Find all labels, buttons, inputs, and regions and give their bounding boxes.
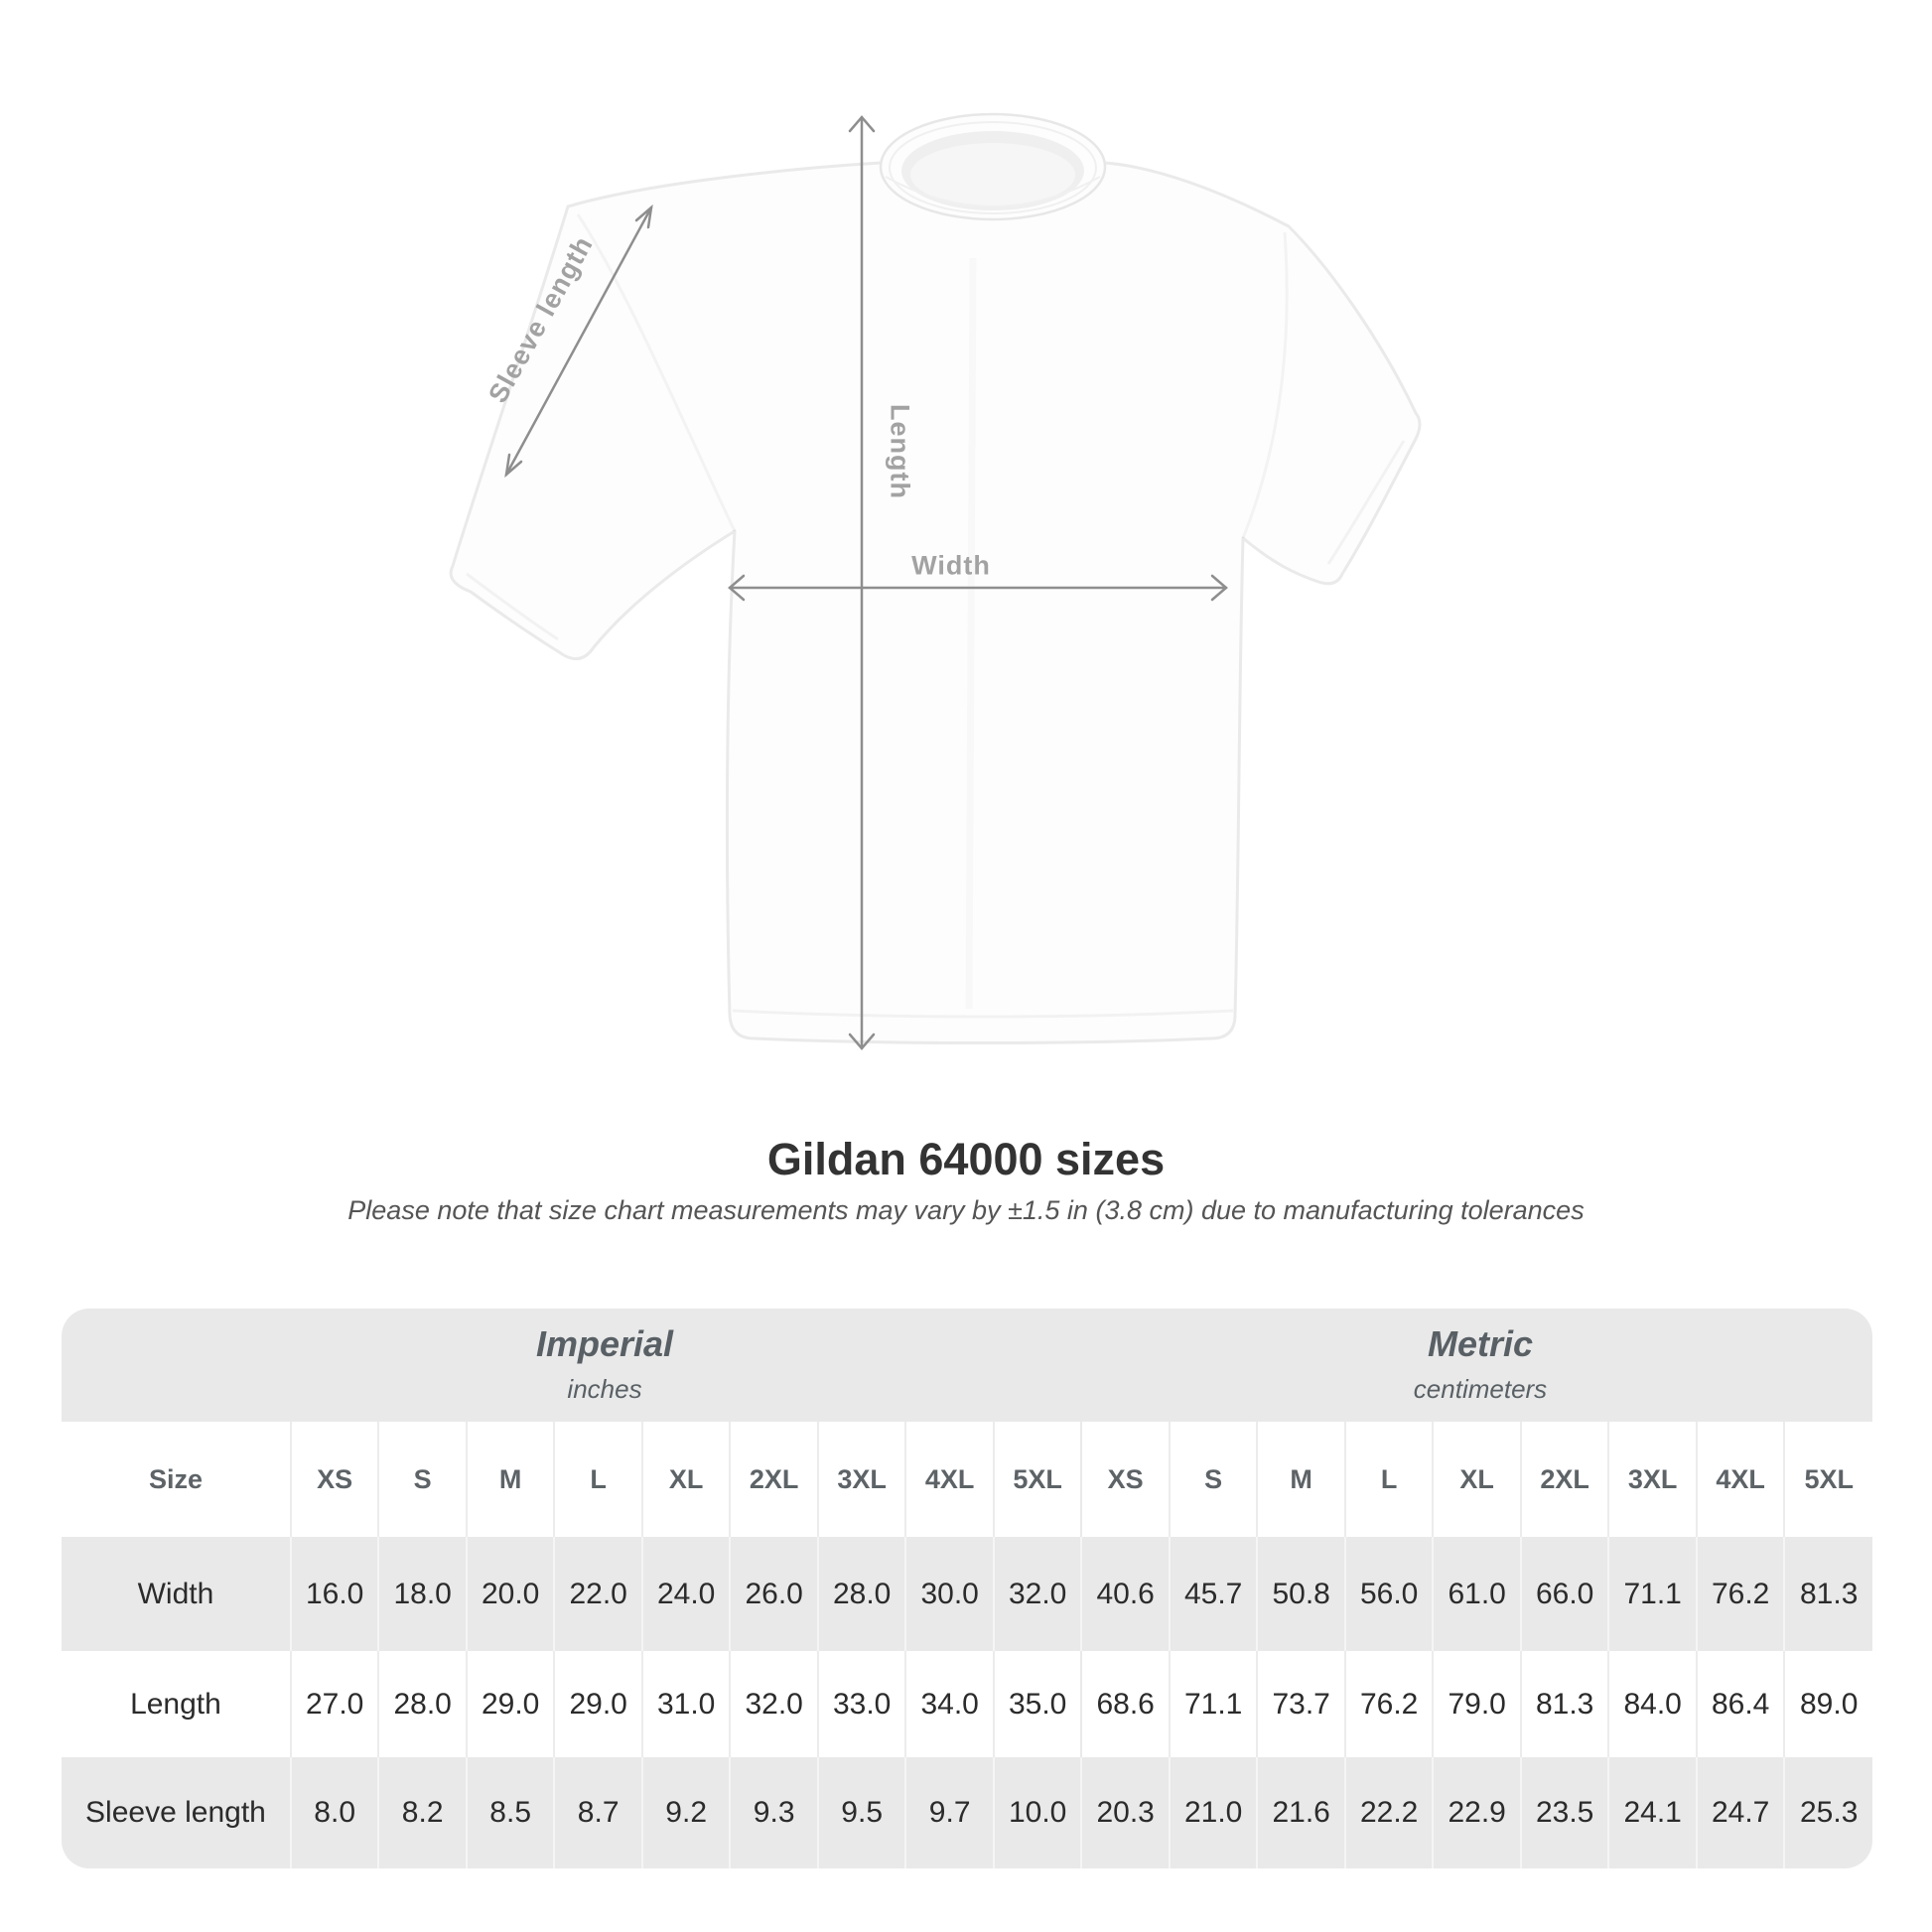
- cell-length-metric-3xl: 84.0: [1608, 1651, 1698, 1757]
- cell-sleeve-length-imperial-xl: 9.2: [641, 1757, 732, 1868]
- metric-section-title: Metric: [1427, 1323, 1534, 1364]
- tshirt-diagram: [449, 112, 1422, 1050]
- sleeve-length-row: Sleeve length 8.0 8.2 8.5 8.7 9.2 9.3 9.5 9.7 10.…: [62, 1757, 1872, 1868]
- cell-width-metric-5xl: 81.3: [1800, 1577, 1859, 1610]
- tolerance-note: Please note that size chart measurements…: [347, 1195, 1585, 1225]
- size-col-imperial-s: S: [378, 1422, 468, 1537]
- cell-sleeve-length-metric-xl: 22.9: [1433, 1757, 1522, 1868]
- size-col-imperial-xl: XL: [641, 1422, 732, 1537]
- cell-length-imperial-2xl: 32.0: [730, 1651, 819, 1757]
- cell-width-imperial-s: 18.0: [378, 1537, 468, 1651]
- imperial-section-header: Imperial inches: [536, 1309, 673, 1406]
- cell-width-metric-l: 56.0: [1344, 1537, 1435, 1651]
- size-col-imperial-l: L: [554, 1422, 643, 1537]
- cell-width-imperial-5xl: 32.0: [993, 1537, 1083, 1651]
- size-col-imperial-xs: XS: [290, 1422, 380, 1537]
- imperial-section-unit: inches: [567, 1374, 642, 1404]
- cell-sleeve-length-metric-xs: 20.3: [1081, 1757, 1171, 1868]
- cell-length-metric-m: 73.7: [1257, 1651, 1346, 1757]
- cell-length-metric-s: 71.1: [1169, 1651, 1259, 1757]
- cell-sleeve-length-metric-l: 22.2: [1344, 1757, 1435, 1868]
- metric-section-header: Metric centimeters: [1414, 1309, 1547, 1406]
- cell-sleeve-length-imperial-5xl: 10.0: [993, 1757, 1083, 1868]
- cell-length-imperial-l: 29.0: [554, 1651, 643, 1757]
- size-col-imperial-m: M: [466, 1422, 556, 1537]
- cell-length-imperial-s: 28.0: [378, 1651, 468, 1757]
- size-data-table: Size XS S M L XL 2XL 3XL 4XL 5XL XS S M L XL 2XL 3XL 4XL…: [62, 1422, 1872, 1868]
- cell-width-imperial-xs: 16.0: [290, 1537, 380, 1651]
- cell-length-imperial-xs: 27.0: [290, 1651, 380, 1757]
- cell-length-metric-xl: 79.0: [1433, 1651, 1522, 1757]
- row-label-length: Length: [62, 1651, 292, 1757]
- cell-sleeve-length-metric-s: 21.0: [1169, 1757, 1259, 1868]
- imperial-section-title: Imperial: [535, 1323, 674, 1364]
- cell-sleeve-length-metric-5xl: 25.3: [1800, 1796, 1859, 1829]
- cell-width-metric-xs: 40.6: [1081, 1537, 1171, 1651]
- cell-sleeve-length-imperial-2xl: 9.3: [730, 1757, 819, 1868]
- cell-sleeve-length-metric-2xl: 23.5: [1520, 1757, 1610, 1868]
- column-header-row: Size XS S M L XL 2XL 3XL 4XL 5XL XS S M L XL 2XL 3XL 4XL…: [62, 1422, 1872, 1537]
- cell-length-imperial-m: 29.0: [466, 1651, 556, 1757]
- size-col-metric-m: M: [1257, 1422, 1346, 1537]
- size-header-cell: Size: [62, 1422, 292, 1537]
- size-col-metric-xl: XL: [1433, 1422, 1522, 1537]
- size-col-metric-s: S: [1169, 1422, 1259, 1537]
- measurement-arrows: [504, 115, 1228, 1050]
- cell-length-imperial-3xl: 33.0: [817, 1651, 907, 1757]
- size-col-metric-3xl: 3XL: [1608, 1422, 1698, 1537]
- size-table: Imperial inches Metric centimeters Size …: [62, 1309, 1872, 1868]
- cell-width-metric-2xl: 66.0: [1520, 1537, 1610, 1651]
- metric-section-unit: centimeters: [1413, 1374, 1548, 1404]
- size-col-metric-l: L: [1344, 1422, 1435, 1537]
- cell-width-imperial-2xl: 26.0: [730, 1537, 819, 1651]
- size-col-metric-5xl: 5XL: [1804, 1463, 1854, 1494]
- cell-length-imperial-4xl: 34.0: [905, 1651, 995, 1757]
- cell-length-imperial-5xl: 35.0: [993, 1651, 1083, 1757]
- cell-sleeve-length-imperial-xs: 8.0: [290, 1757, 380, 1868]
- cell-sleeve-length-metric-m: 21.6: [1257, 1757, 1346, 1868]
- cell-length-metric-l: 76.2: [1344, 1651, 1435, 1757]
- row-label-sleeve-length: Sleeve length: [62, 1757, 292, 1868]
- cell-length-metric-4xl: 86.4: [1696, 1651, 1786, 1757]
- cell-width-imperial-3xl: 28.0: [817, 1537, 907, 1651]
- cell-sleeve-length-metric-4xl: 24.7: [1696, 1757, 1786, 1868]
- cell-width-imperial-xl: 24.0: [641, 1537, 732, 1651]
- size-col-imperial-3xl: 3XL: [817, 1422, 907, 1537]
- tshirt-illustration: [449, 112, 1422, 1044]
- cell-width-imperial-m: 20.0: [466, 1537, 556, 1651]
- size-col-metric-2xl: 2XL: [1520, 1422, 1610, 1537]
- size-col-metric-xs: XS: [1081, 1422, 1171, 1537]
- size-col-imperial-4xl: 4XL: [905, 1422, 995, 1537]
- cell-width-metric-3xl: 71.1: [1608, 1537, 1698, 1651]
- length-label: Length: [885, 404, 915, 499]
- cell-length-imperial-xl: 31.0: [641, 1651, 732, 1757]
- cell-sleeve-length-imperial-m: 8.5: [466, 1757, 556, 1868]
- cell-sleeve-length-imperial-l: 8.7: [554, 1757, 643, 1868]
- cell-length-metric-5xl: 89.0: [1800, 1687, 1859, 1721]
- length-row: Length 27.0 28.0 29.0 29.0 31.0 32.0 33.0 34.0 35…: [62, 1651, 1872, 1757]
- cell-width-metric-s: 45.7: [1169, 1537, 1259, 1651]
- cell-width-imperial-l: 22.0: [554, 1537, 643, 1651]
- unit-section-band: Imperial inches Metric centimeters: [62, 1309, 1872, 1422]
- row-label-width: Width: [62, 1537, 292, 1651]
- cell-sleeve-length-imperial-4xl: 9.7: [905, 1757, 995, 1868]
- size-col-imperial-5xl: 5XL: [993, 1422, 1083, 1537]
- cell-length-metric-2xl: 81.3: [1520, 1651, 1610, 1757]
- cell-length-metric-xs: 68.6: [1081, 1651, 1171, 1757]
- cell-sleeve-length-imperial-3xl: 9.5: [817, 1757, 907, 1868]
- cell-width-metric-xl: 61.0: [1433, 1537, 1522, 1651]
- cell-width-metric-m: 50.8: [1257, 1537, 1346, 1651]
- cell-width-metric-4xl: 76.2: [1696, 1537, 1786, 1651]
- size-col-metric-4xl: 4XL: [1696, 1422, 1786, 1537]
- width-label: Width: [911, 550, 991, 581]
- cell-sleeve-length-metric-3xl: 24.1: [1608, 1757, 1698, 1868]
- cell-width-imperial-4xl: 30.0: [905, 1537, 995, 1651]
- cell-sleeve-length-imperial-s: 8.2: [378, 1757, 468, 1868]
- size-col-imperial-2xl: 2XL: [730, 1422, 819, 1537]
- width-row: Width 16.0 18.0 20.0 22.0 24.0 26.0 28.0 30.0 32.…: [62, 1537, 1872, 1651]
- page-title: Gildan 64000 sizes: [766, 1134, 1166, 1184]
